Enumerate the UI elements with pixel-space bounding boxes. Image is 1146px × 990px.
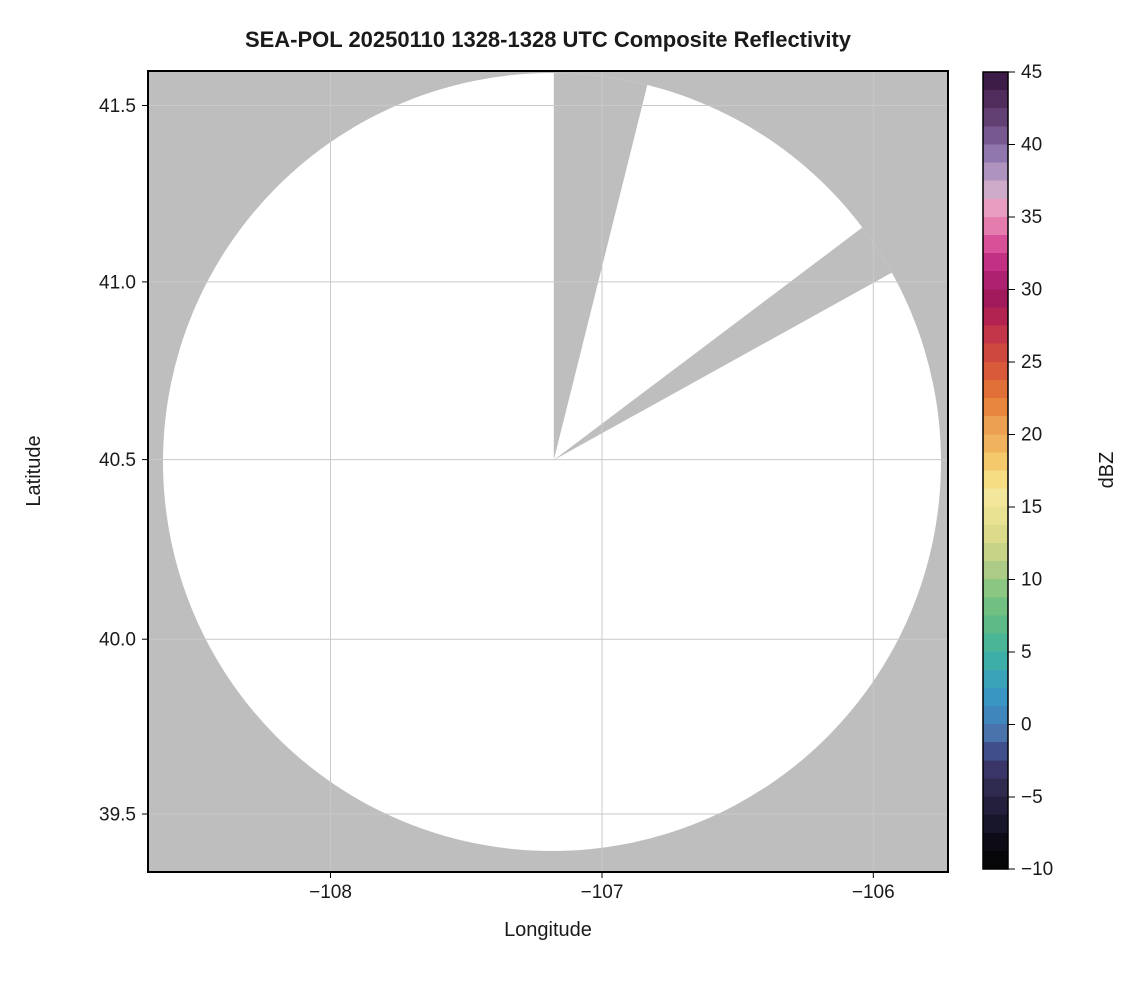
svg-text:−5: −5: [1021, 787, 1043, 808]
svg-text:5: 5: [1021, 642, 1032, 663]
svg-text:40.5: 40.5: [99, 450, 136, 471]
svg-text:dBZ: dBZ: [1096, 452, 1118, 489]
svg-text:25: 25: [1021, 352, 1042, 373]
svg-text:−108: −108: [309, 882, 352, 903]
svg-text:−10: −10: [1021, 859, 1053, 880]
svg-text:45: 45: [1021, 62, 1042, 83]
svg-text:20: 20: [1021, 425, 1042, 446]
svg-text:−107: −107: [581, 882, 624, 903]
svg-text:41.0: 41.0: [99, 272, 136, 293]
svg-text:30: 30: [1021, 280, 1042, 301]
svg-text:−106: −106: [852, 882, 895, 903]
svg-text:15: 15: [1021, 497, 1042, 518]
svg-text:35: 35: [1021, 207, 1042, 228]
svg-text:41.5: 41.5: [99, 96, 136, 117]
svg-text:39.5: 39.5: [99, 805, 136, 826]
svg-text:40.0: 40.0: [99, 630, 136, 651]
svg-text:10: 10: [1021, 570, 1042, 591]
svg-text:0: 0: [1021, 715, 1032, 736]
svg-text:Longitude: Longitude: [504, 919, 592, 941]
svg-text:SEA-POL 20250110 1328-1328 UTC: SEA-POL 20250110 1328-1328 UTC Composite…: [245, 27, 852, 52]
svg-text:40: 40: [1021, 135, 1042, 156]
svg-text:Latitude: Latitude: [23, 435, 45, 506]
